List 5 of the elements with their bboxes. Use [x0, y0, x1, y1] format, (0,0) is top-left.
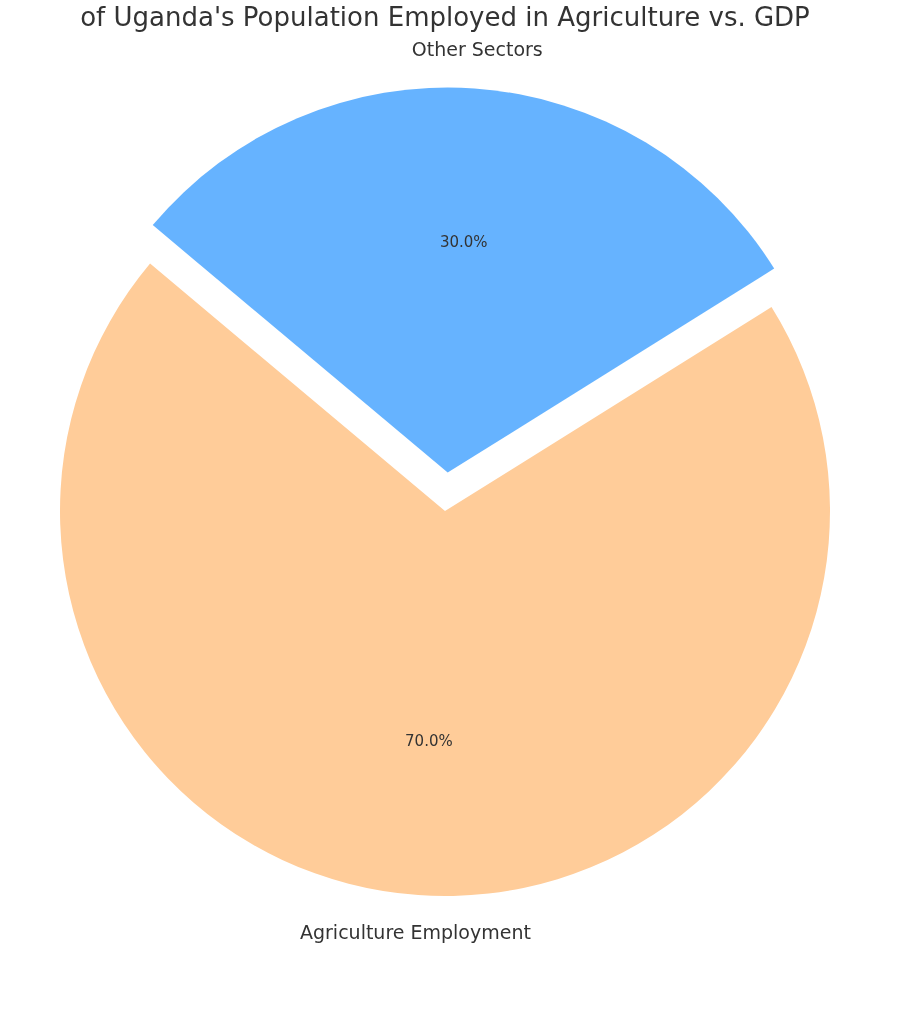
data-label: 70.0% — [405, 732, 453, 751]
slice-label: Other Sectors — [411, 38, 543, 61]
slice-label: Agriculture Employment — [299, 921, 531, 944]
chart-title: of Uganda's Population Employed in Agriculture vs. GDP — [80, 2, 810, 33]
data-label: 30.0% — [439, 233, 488, 252]
